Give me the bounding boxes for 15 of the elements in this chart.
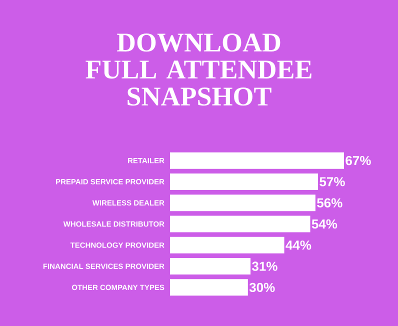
bar xyxy=(170,258,251,275)
data-label: 30% xyxy=(249,282,275,292)
chart-title: DOWNLOAD FULL ATTENDEE SNAPSHOT xyxy=(86,34,312,106)
bar xyxy=(170,173,318,190)
data-label: 57% xyxy=(320,177,345,186)
bar xyxy=(170,194,316,212)
data-label: 44% xyxy=(286,240,312,250)
bar xyxy=(170,279,248,296)
bar xyxy=(170,152,344,169)
bar xyxy=(170,216,310,232)
bar xyxy=(170,236,284,254)
data-label: 54% xyxy=(312,219,338,229)
data-label: 56% xyxy=(317,198,342,208)
data-label: 31% xyxy=(252,262,278,271)
data-label: 67% xyxy=(346,156,371,166)
